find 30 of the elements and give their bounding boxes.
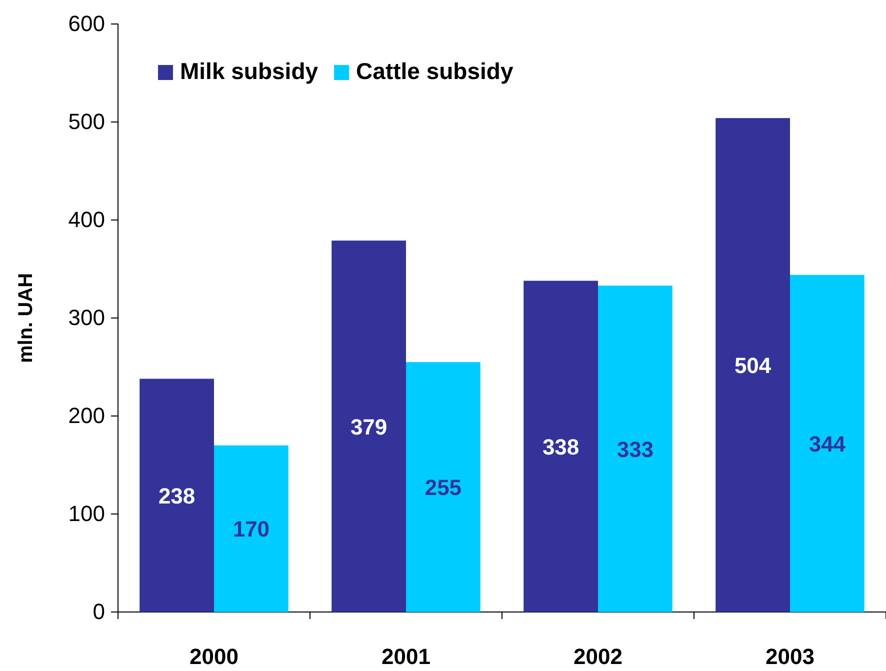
data-label: 333	[616, 436, 654, 462]
y-axis-title: mln. UAH	[15, 273, 37, 363]
y-tick-label: 300	[68, 305, 105, 330]
y-tick-label: 600	[68, 11, 105, 36]
data-label: 255	[424, 475, 462, 500]
x-tick-label: 2002	[574, 644, 622, 669]
data-label: 344	[808, 431, 846, 456]
data-label: 338	[542, 434, 580, 460]
bar	[790, 274, 864, 612]
legend-label: Milk subsidy	[180, 58, 318, 84]
bar	[140, 378, 214, 612]
bar	[406, 362, 480, 612]
bar	[214, 445, 288, 612]
y-tick-label: 400	[68, 207, 105, 232]
x-tick-label: 2000	[190, 644, 238, 669]
legend-label: Cattle subsidy	[356, 58, 514, 84]
data-label: 504	[734, 353, 772, 378]
y-tick-label: 500	[68, 109, 105, 134]
bar	[524, 280, 598, 612]
y-tick-label: 0	[92, 599, 105, 624]
data-label: 170	[232, 516, 270, 542]
bar	[332, 240, 406, 612]
x-tick-label: 2003	[766, 644, 814, 669]
x-tick-label: 2001	[382, 644, 430, 669]
y-tick-label: 200	[68, 403, 105, 428]
data-label: 379	[350, 414, 388, 440]
bar	[716, 118, 790, 612]
data-label: 238	[158, 483, 196, 508]
y-tick-label: 100	[68, 501, 105, 526]
bar	[598, 286, 672, 612]
